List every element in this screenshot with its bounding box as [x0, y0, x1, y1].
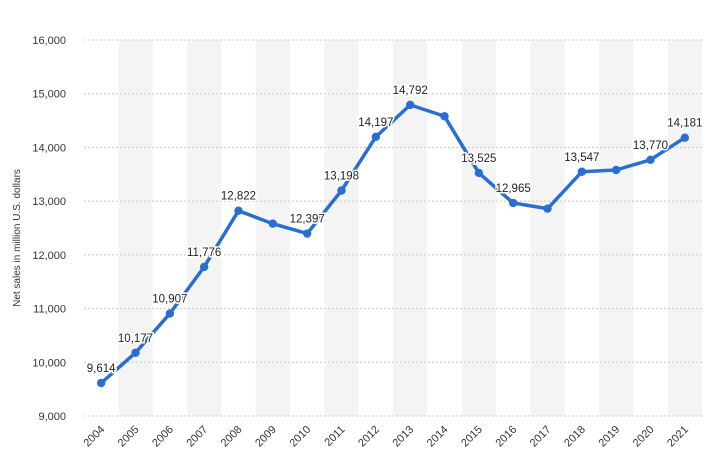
data-label: 12,397	[290, 214, 325, 226]
series-line	[99, 103, 687, 385]
data-label: 10,177	[118, 333, 153, 345]
data-point	[199, 262, 209, 272]
data-points	[96, 100, 690, 388]
data-labels: 9,614 10,177 10,907 11,776 12,822 12,397 13,19…	[85, 83, 704, 376]
data-point	[234, 206, 243, 215]
data-label: 14,197	[358, 117, 393, 129]
x-tick-label: 2009	[253, 424, 279, 450]
x-tick-label: 2005	[116, 424, 142, 450]
y-tick-label: 9,000	[38, 411, 66, 423]
x-tick-label: 2008	[219, 424, 245, 450]
data-label: 12,822	[221, 191, 256, 203]
data-point	[131, 348, 140, 357]
x-tick-label: 2012	[356, 424, 382, 450]
y-tick-label: 16,000	[32, 35, 66, 47]
x-axis-ticks: 2004 2005 2006 2007 2008 2009 2010 2011 2012 2013…	[81, 424, 690, 450]
column-band	[324, 40, 359, 416]
data-point	[165, 309, 175, 318]
data-label: 13,547	[564, 152, 599, 164]
x-tick-label: 2014	[425, 424, 451, 450]
data-point	[268, 219, 278, 228]
y-tick-label: 10,000	[32, 357, 66, 369]
y-axis-label: Net sales in million U.S. dollars	[12, 169, 23, 307]
data-label: 11,776	[187, 247, 221, 259]
x-tick-label: 2020	[631, 424, 657, 450]
y-tick-label: 11,000	[33, 304, 66, 316]
y-tick-label: 15,000	[32, 89, 66, 101]
data-label: 12,965	[496, 183, 531, 195]
data-point	[96, 378, 106, 388]
x-tick-label: 2018	[562, 424, 588, 450]
column-band	[118, 40, 153, 416]
column-band	[667, 40, 702, 416]
data-label: 14,792	[393, 85, 428, 97]
gridlines	[84, 39, 702, 417]
data-point	[646, 155, 655, 164]
x-tick-label: 2019	[596, 424, 622, 450]
data-label: 9,614	[87, 363, 116, 375]
data-label: 10,907	[152, 294, 187, 306]
data-point	[302, 229, 312, 238]
data-label: 13,770	[633, 140, 668, 152]
x-tick-label: 2007	[184, 424, 210, 450]
column-band	[599, 40, 634, 416]
column-band	[530, 40, 565, 416]
data-point	[405, 100, 415, 110]
y-axis-ticks: 9,000 10,000 11,000 12,000 13,000 14,000 15,00…	[32, 35, 66, 423]
y-tick-label: 13,000	[32, 196, 66, 208]
data-point	[508, 198, 518, 208]
data-label: 13,525	[461, 153, 496, 165]
data-point	[474, 168, 484, 178]
data-label: 14,181	[667, 118, 702, 130]
x-tick-label: 2017	[528, 424, 554, 450]
data-point	[611, 165, 621, 175]
data-point	[440, 112, 449, 121]
x-tick-label: 2011	[322, 424, 347, 449]
x-tick-label: 2004	[81, 424, 107, 450]
x-tick-label: 2010	[287, 424, 313, 450]
x-tick-label: 2016	[493, 424, 519, 450]
y-tick-label: 12,000	[32, 250, 66, 262]
alternating-column-bands	[118, 40, 702, 416]
data-point	[371, 132, 381, 142]
data-point	[680, 133, 690, 142]
column-band	[187, 40, 222, 416]
data-point	[577, 167, 587, 176]
x-tick-label: 2006	[150, 424, 176, 450]
column-band	[461, 40, 496, 416]
data-label: 13,198	[324, 171, 359, 183]
data-point	[543, 204, 552, 213]
x-tick-label: 2015	[459, 424, 485, 450]
x-tick-label: 2021	[665, 424, 691, 450]
x-tick-label: 2013	[390, 424, 416, 450]
data-point	[337, 186, 346, 195]
y-tick-label: 14,000	[32, 142, 66, 154]
